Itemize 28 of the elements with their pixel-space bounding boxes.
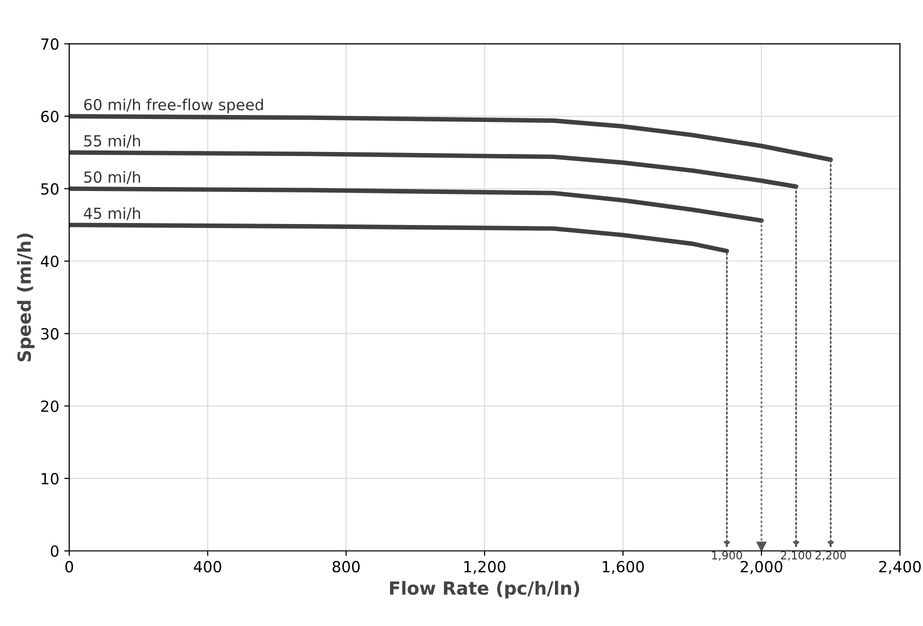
x-tick-label: 2,400 — [879, 560, 921, 574]
y-tick-label: 20 — [41, 400, 58, 412]
annotation: 1,900 — [712, 551, 742, 561]
y-axis-title: Speed (mi/h) — [17, 234, 35, 362]
x-tick-label: 400 — [194, 560, 222, 572]
y-tick-label: 60 — [41, 110, 58, 122]
y-tick-label: 30 — [41, 328, 58, 340]
x-tick-label: 0 — [65, 560, 74, 572]
y-tick-label: 0 — [50, 545, 58, 557]
line-series — [69, 150, 798, 189]
y-tick-label: 40 — [40, 256, 58, 268]
series-label: 50 mi/h — [84, 171, 140, 184]
x-tick-label: 800 — [332, 560, 360, 572]
x-tick-label: 1,600 — [602, 560, 644, 574]
y-tick-label: 10 — [42, 472, 58, 484]
series-label: 45 mi/h — [84, 207, 140, 220]
series-label: 55 mi/h — [84, 134, 140, 148]
annotation: 2,100 — [780, 551, 812, 561]
line-series — [69, 222, 730, 254]
annotation: 2,200 — [816, 551, 846, 561]
line-series — [69, 186, 764, 223]
series-label: 60 mi/h free-flow speed — [84, 98, 263, 114]
x-tick-label: 2,000 — [740, 560, 782, 574]
x-axis-title: Flow Rate (pc/h/ln) — [390, 580, 580, 598]
line-series — [69, 114, 833, 162]
x-tick-label: 1,200 — [464, 560, 506, 574]
y-tick-label: 50 — [41, 183, 58, 195]
y-tick-label: 70 — [41, 38, 58, 50]
